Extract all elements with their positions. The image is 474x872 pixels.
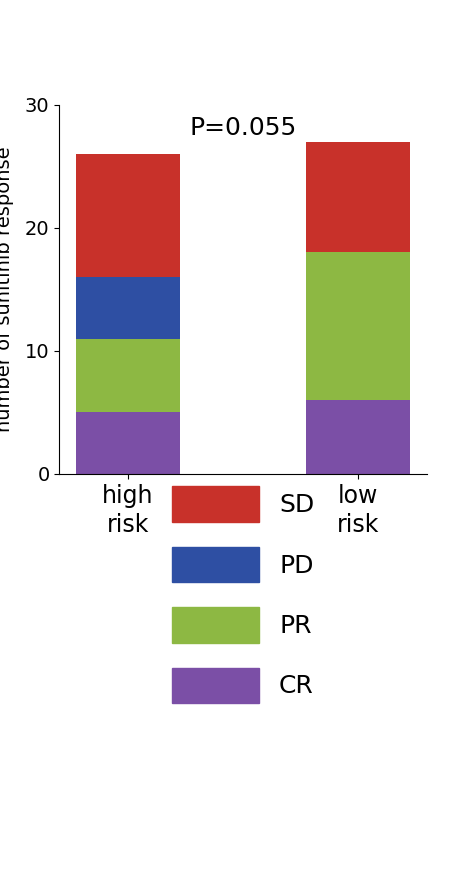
Y-axis label: number of sunitinib response: number of sunitinib response (0, 146, 14, 433)
Text: P=0.055: P=0.055 (189, 116, 297, 140)
Bar (76, 153, 180, 277)
Bar (306, 400, 410, 474)
Bar (76, 412, 180, 474)
Bar (306, 252, 410, 400)
Legend: SD, PD, PR, CR: SD, PD, PR, CR (172, 487, 314, 703)
Bar (306, 141, 410, 252)
Bar (76, 338, 180, 412)
Bar (76, 277, 180, 338)
